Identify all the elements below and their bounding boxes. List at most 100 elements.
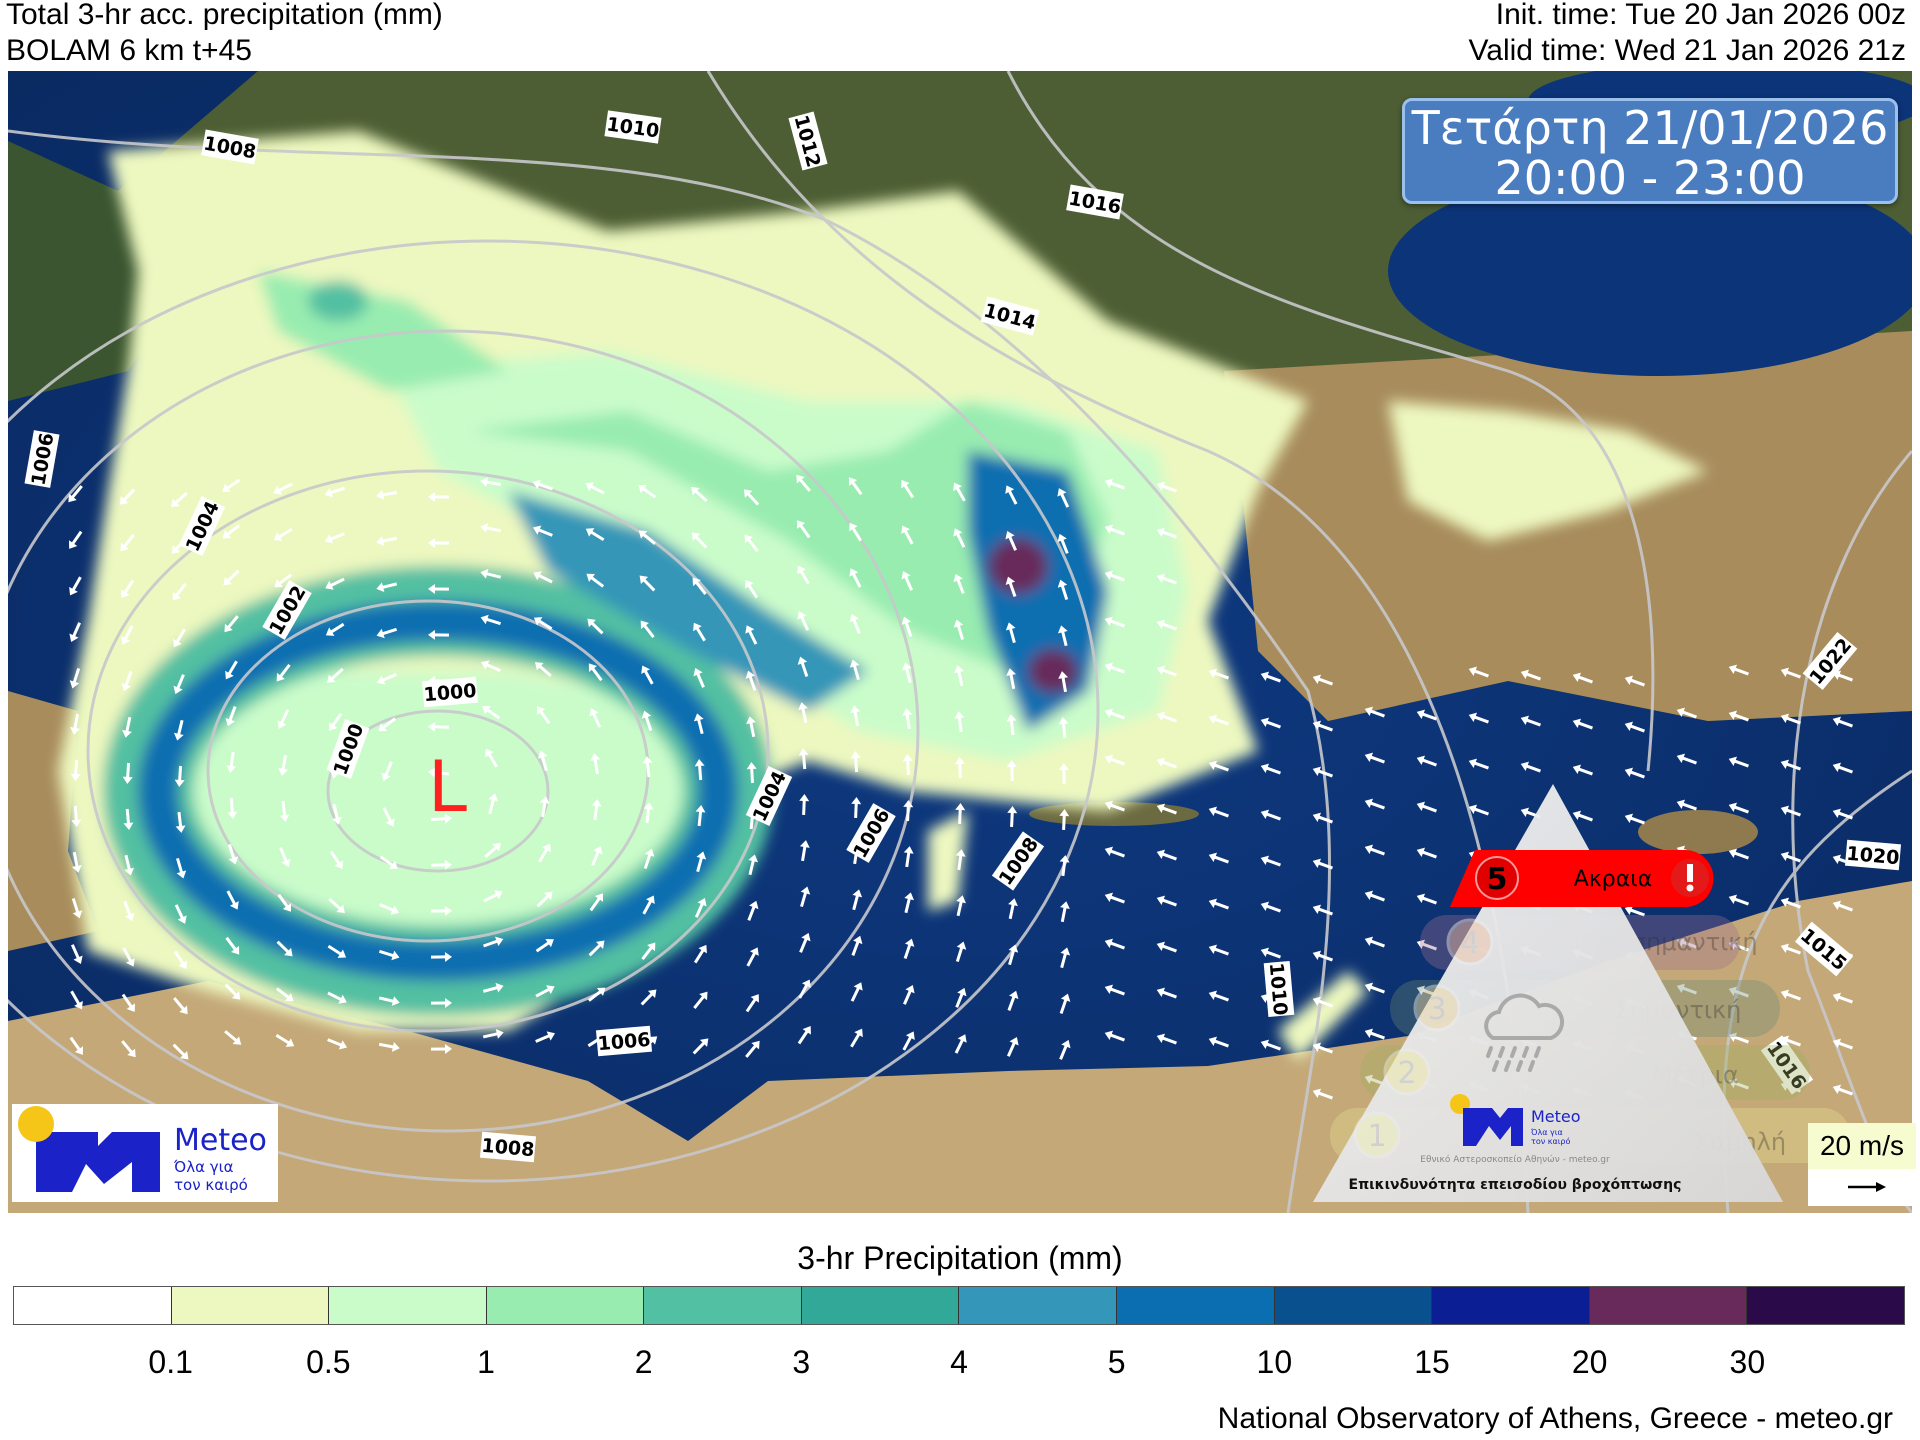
wind-arrow — [428, 537, 450, 548]
wind-arrow — [277, 709, 290, 729]
wind-arrow — [955, 849, 966, 871]
wind-arrow — [953, 573, 965, 594]
wind-arrow — [485, 748, 498, 768]
wind-arrow — [1260, 901, 1281, 913]
wind-arrow — [1057, 488, 1070, 508]
wind-arrow — [748, 854, 759, 876]
wind-arrow — [956, 895, 966, 917]
wind-arrow — [746, 762, 757, 784]
wind-arrow — [222, 478, 241, 492]
wind-arrow — [1006, 668, 1016, 690]
risk-level-1-num: 1 — [1367, 1119, 1386, 1154]
wind-arrow — [1156, 573, 1177, 585]
wind-arrow — [274, 573, 293, 588]
wind-arrow — [72, 851, 82, 873]
rain-risk-panel: Πολύ σημαντική Σημαντική Μέτρια Χαμηλή 4… — [1300, 780, 1920, 1215]
colorbar-swatch — [1589, 1287, 1748, 1324]
colorbar-tick-label: 20 — [1571, 1344, 1608, 1380]
risk-level-3-num: 3 — [1427, 992, 1446, 1027]
colorbar-tick-label: 0.1 — [148, 1344, 193, 1380]
colorbar-swatch — [329, 1287, 487, 1324]
wind-arrow — [69, 667, 81, 689]
wind-arrow — [69, 622, 82, 642]
wind-arrow — [1520, 715, 1541, 727]
wind-arrow — [1156, 895, 1177, 907]
isobar-label: 1016 — [1066, 184, 1124, 220]
wind-arrow — [745, 625, 758, 645]
wind-arrow — [173, 950, 187, 970]
colorbar-swatch — [959, 1287, 1118, 1324]
wind-arrow — [588, 663, 603, 682]
wind-arrow — [1780, 989, 1801, 1001]
wind-arrow — [590, 753, 601, 775]
wind-arrow — [172, 582, 187, 601]
colorbar-tick-label: 30 — [1729, 1344, 1766, 1380]
wind-arrow — [480, 614, 502, 626]
wind-arrow — [1364, 890, 1385, 902]
wind-arrow — [692, 1038, 709, 1055]
wind-arrow — [1832, 992, 1853, 1004]
colorbar-swatch — [171, 1287, 330, 1324]
wind-arrow — [483, 890, 503, 903]
wind-arrow — [901, 525, 914, 545]
wind-arrow — [534, 662, 552, 678]
colorbar-swatch — [1432, 1287, 1590, 1324]
wind-arrow — [1007, 806, 1018, 828]
wind-arrow — [1780, 713, 1801, 725]
wind-arrow — [800, 886, 811, 908]
wind-arrow — [1208, 714, 1229, 726]
risk-level-5-bar: 5 Ακραια — [1450, 850, 1714, 907]
wind-arrow — [1005, 485, 1018, 505]
wind-arrow — [377, 672, 397, 685]
wind-arrow — [536, 891, 553, 908]
isobar-label: 1006 — [595, 1025, 653, 1057]
wind-arrow — [641, 942, 656, 961]
wind-arrow — [533, 617, 553, 631]
wind-arrow — [1780, 851, 1801, 863]
wind-arrow — [324, 486, 346, 498]
wind-arrow — [1104, 984, 1125, 996]
wind-arrow — [1728, 1078, 1749, 1090]
wind-arrow — [1059, 809, 1070, 831]
wind-arrow — [747, 900, 759, 921]
wind-arrow — [428, 767, 450, 778]
wind-arrow — [225, 660, 238, 680]
wind-arrow — [954, 665, 964, 687]
wind-arrow — [1364, 936, 1385, 948]
wind-arrow — [850, 705, 861, 727]
wind-arrow — [378, 1042, 400, 1052]
svg-text:1000: 1000 — [423, 680, 478, 707]
svg-text:1010: 1010 — [1265, 962, 1292, 1017]
wind-arrow — [1572, 718, 1593, 730]
logo-tagline: τον καιρό — [174, 1176, 248, 1194]
wind-arrow — [695, 805, 706, 827]
wind-arrow — [955, 803, 966, 825]
wind-arrow — [121, 625, 134, 645]
wind-arrow — [696, 851, 707, 873]
colorbar-swatch — [801, 1287, 960, 1324]
wind-arrow — [1468, 758, 1489, 770]
wind-arrow — [1728, 710, 1749, 722]
wind-arrow — [1058, 671, 1069, 693]
wind-arrow — [1104, 616, 1125, 628]
wind-arrow — [1208, 944, 1229, 956]
wind-arrow — [121, 671, 133, 692]
wind-arrow — [1572, 764, 1593, 776]
wind-arrow — [1572, 810, 1593, 822]
wind-arrow — [954, 711, 965, 733]
wind-arrow — [638, 530, 656, 545]
wind-arrow — [1156, 711, 1177, 723]
wind-arrow — [797, 611, 810, 631]
wind-arrow — [1156, 665, 1177, 677]
wind-arrow — [745, 579, 759, 599]
wind-arrow — [1006, 714, 1017, 736]
wind-arrow — [173, 719, 184, 741]
wind-arrow — [1008, 898, 1018, 920]
wind-arrow — [1624, 675, 1645, 687]
colorbar-tick-label: 10 — [1256, 1344, 1293, 1380]
wind-arrow — [1156, 1033, 1177, 1045]
wind-arrow — [641, 665, 654, 685]
wind-arrow — [1005, 530, 1017, 551]
init-time: Init. time: Tue 20 Jan 2026 00z — [1495, 0, 1906, 31]
wind-arrow — [119, 488, 136, 505]
